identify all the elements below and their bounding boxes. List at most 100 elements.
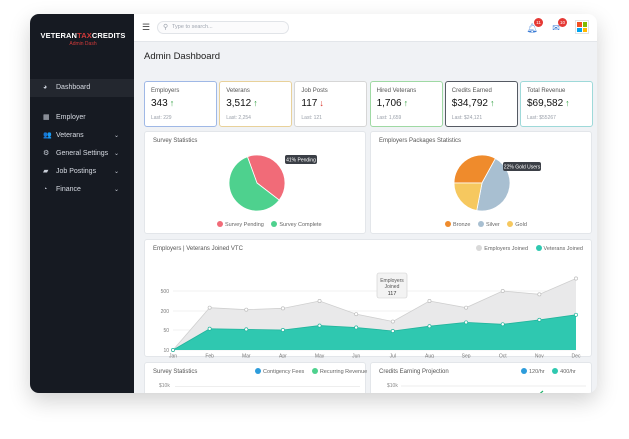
grid-line [175, 386, 360, 387]
legend-item-120hr[interactable]: 120/hr [521, 368, 545, 375]
legend-label: Contigency Fees [263, 369, 305, 375]
card-title: Employers Packages Statistics [379, 138, 462, 144]
data-point[interactable] [500, 322, 505, 327]
pie-slice-survey-pending[interactable] [246, 154, 286, 201]
kpi-card-veterans[interactable]: Veterans 3,512 ↑ Last: 2,254 [219, 81, 293, 127]
briefcase-icon: ▰ [43, 168, 49, 175]
x-tick-label: Dec [572, 354, 581, 359]
legend-item-contigency[interactable]: Contigency Fees [255, 368, 305, 375]
legend-item-400hr[interactable]: 400/hr [552, 368, 576, 375]
kpi-card-total-revenue[interactable]: Total Revenue $69,582 ↑ Last: $55267 [520, 81, 593, 127]
sidebar-item-label: Veterans [56, 132, 84, 139]
card-title: Employers | Veterans Joined VTC [153, 246, 243, 252]
arrow-down-icon: ↓ [319, 98, 324, 108]
kpi-card-hired-veterans[interactable]: Hired Veterans 1,706 ↑ Last: 1,659 [369, 81, 443, 127]
data-point[interactable] [537, 292, 542, 297]
sidebar-item-employer[interactable]: ▦ Employer [30, 109, 134, 127]
data-point[interactable] [427, 324, 432, 329]
kpi-card-job-posts[interactable]: Job Posts 117 ↓ Last: 121 [294, 81, 368, 127]
chevron-down-icon: ⌄ [113, 187, 119, 193]
legend-item-bronze[interactable]: Bronze [445, 221, 471, 228]
data-point[interactable] [244, 307, 249, 312]
packages-pie-chart: 22% Gold Users [453, 154, 541, 212]
data-point[interactable] [207, 305, 212, 310]
data-point[interactable] [537, 317, 542, 322]
data-point[interactable] [207, 326, 212, 331]
kpi-card-employers[interactable]: Employers 343 ↑ Last: 229 [144, 81, 217, 127]
pie-slice-gold[interactable] [453, 182, 483, 211]
legend-item-veterans-joined[interactable]: Veterans Joined [535, 245, 583, 252]
sidebar-item-veterans[interactable]: 👥 Veterans ⌄ [30, 127, 134, 145]
legend-label: Gold [515, 222, 527, 228]
legend-item-complete[interactable]: Survey Complete [271, 221, 322, 228]
legend-label: 400/hr [560, 369, 576, 375]
data-point[interactable] [390, 319, 395, 324]
data-point[interactable] [427, 299, 432, 303]
sidebar-item-label: General Settings [56, 150, 109, 157]
sidebar-item-general-settings[interactable]: ⚙ General Settings ⌄ [30, 145, 134, 163]
data-point[interactable] [280, 328, 285, 332]
x-tick-label: Aug [425, 354, 434, 359]
packages-statistics-card: Employers Packages Statistics 22% Gold U… [370, 131, 592, 234]
legend-item-employers-joined[interactable]: Employers Joined [476, 245, 529, 252]
data-point[interactable] [500, 289, 505, 293]
legend-label: Bronze [453, 222, 471, 228]
app-window: VETERANTAXCREDITS Admin Dash ◕ Dashboard… [30, 14, 597, 393]
kpi-value: 3,512 ↑ [226, 98, 258, 109]
logo-text: VETERAN [40, 31, 78, 40]
legend-item-silver[interactable]: Silver [477, 221, 500, 228]
sidebar-item-label: Dashboard [56, 84, 91, 91]
data-point[interactable] [464, 320, 469, 325]
notifications-badge: 11 [534, 18, 543, 27]
logo-accent-text: TAX [77, 31, 92, 40]
data-point[interactable] [574, 276, 578, 281]
legend-label: Employers Joined [484, 246, 529, 252]
survey-pie-chart: 41% Pending [228, 154, 317, 212]
projection-series-line [539, 390, 544, 393]
messages-button[interactable]: ✉ 10 [549, 18, 567, 35]
joined-chart-card: Employers | Veterans Joined VTC Employer… [144, 239, 592, 359]
search-input[interactable]: ⚲ Type to search... [157, 21, 289, 34]
pie-slice-silver[interactable] [476, 157, 511, 212]
page-title: Admin Dashboard [144, 51, 221, 62]
data-point[interactable] [354, 325, 359, 330]
data-point[interactable] [354, 312, 359, 317]
kpi-card-credits-earned[interactable]: Credits Earned $34,792 ↑ Last: $24,121 [444, 81, 518, 127]
data-point[interactable] [280, 306, 285, 311]
kpi-last-value: Last: $55267 [527, 115, 556, 121]
x-tick-label: Jul [390, 354, 396, 359]
sidebar-item-dashboard[interactable]: ◕ Dashboard [30, 79, 134, 97]
arrow-up-icon: ↑ [169, 98, 175, 108]
kpi-label: Total Revenue [527, 88, 566, 94]
sidebar-item-finance[interactable]: ◔ Finance ⌄ [30, 181, 134, 199]
notifications-button[interactable]: 🔔︎ 11 [525, 18, 543, 35]
pie-slice-survey-complete[interactable] [228, 156, 280, 212]
y-tick-label: 500 [161, 289, 170, 295]
legend-label: Survey Pending [225, 222, 264, 228]
menu-toggle-icon[interactable]: ☰ [142, 22, 151, 32]
windows-logo-icon[interactable] [575, 20, 589, 34]
data-point[interactable] [171, 348, 175, 352]
pie-slice-bronze[interactable] [453, 154, 497, 184]
sidebar-item-job-postings[interactable]: ▰ Job Postings ⌄ [30, 163, 134, 181]
data-point[interactable] [317, 299, 322, 303]
arrow-up-icon: ↑ [403, 98, 409, 108]
data-point[interactable] [244, 327, 249, 332]
bottom-survey-card: Survey Statistics Contigency Fees Recurr… [144, 362, 367, 393]
sidebar-item-label: Employer [56, 114, 86, 121]
kpi-value: 1,706 ↑ [376, 98, 409, 109]
data-point[interactable] [574, 312, 578, 317]
sidebar-nav: ◕ Dashboard ▦ Employer 👥 Veterans ⌄ ⚙ Ge… [30, 79, 134, 199]
data-point[interactable] [464, 305, 469, 310]
kpi-value: $34,792 ↑ [451, 98, 495, 109]
legend-item-recurring[interactable]: Recurring Revenue [311, 368, 367, 375]
kpi-label: Employers [151, 88, 180, 94]
legend-item-pending[interactable]: Survey Pending [217, 221, 264, 228]
x-tick-label: May [315, 354, 325, 359]
logo[interactable]: VETERANTAXCREDITS Admin Dash [38, 31, 128, 47]
legend-item-gold[interactable]: Gold [507, 221, 527, 228]
data-point[interactable] [317, 323, 322, 328]
kpi-last-value: Last: 2,254 [226, 115, 251, 121]
data-point[interactable] [390, 329, 395, 333]
chart-tooltip-label: Employers Joined [380, 278, 404, 290]
